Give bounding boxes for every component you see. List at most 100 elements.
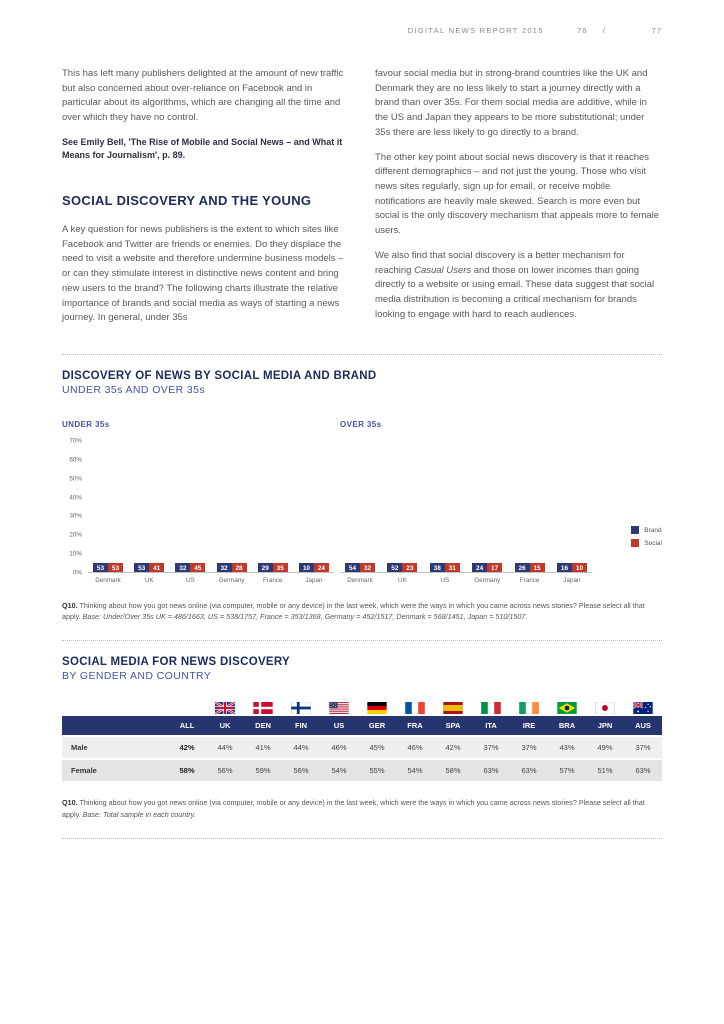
report-title: DIGITAL NEWS REPORT 2015 bbox=[407, 26, 544, 35]
x-axis-label: UK bbox=[144, 577, 154, 585]
us-flag-icon bbox=[320, 698, 358, 716]
bar-brand-denmark: 54 bbox=[345, 563, 360, 573]
bar-value-label: 16 bbox=[560, 565, 569, 573]
chart-body: 54 32 52 23 38 31 24 17 26 15 16 10 Denmark UK US Germ… bbox=[340, 441, 592, 584]
flag-spacer bbox=[62, 698, 168, 716]
column-header-ita: ITA bbox=[485, 721, 497, 731]
chart-body: 0% 10% 20% 30% 40% 50% 60% 70% 53 53 53 41 32 45 32 28… bbox=[62, 438, 334, 584]
value-cell: 46% bbox=[396, 737, 434, 759]
chart-title: OVER 35s bbox=[340, 420, 382, 430]
bar-value-label: 23 bbox=[406, 565, 414, 573]
bar-value-label: 52 bbox=[391, 565, 399, 573]
right-column: favour social media but in strong-brand … bbox=[375, 67, 662, 336]
column-header-spa: SPA bbox=[445, 721, 461, 731]
bar-group-uk: 52 23 bbox=[385, 563, 419, 573]
bar-value-label: 35 bbox=[276, 565, 284, 573]
value-cell: 37% bbox=[510, 737, 548, 759]
y-axis-tick-label: 0% bbox=[72, 569, 82, 577]
table-footnote: Q10. Thinking about how you got news onl… bbox=[62, 797, 662, 819]
value-cell: 54% bbox=[320, 760, 358, 782]
column-header-us: US bbox=[333, 721, 345, 731]
bar-brand-uk: 52 bbox=[387, 563, 403, 573]
bar-brand-japan: 10 bbox=[298, 563, 314, 573]
bar-group-france: 29 35 bbox=[256, 563, 290, 573]
value-cell: 56% bbox=[282, 760, 320, 782]
bar-value-label: 24 bbox=[317, 565, 326, 573]
den-flag-icon bbox=[244, 698, 282, 716]
table-rows: Male 42% 44% 41% 44% 46% 45% 46% 42% 37% 37% 43% 49%… bbox=[62, 737, 662, 782]
page-number-left: 76 bbox=[577, 26, 588, 35]
plot-column: 54 32 52 23 38 31 24 17 26 15 16 10 Denmark UK US Germ… bbox=[340, 441, 592, 584]
bar-social-us: 31 bbox=[444, 563, 460, 573]
bar-group-denmark: 54 32 bbox=[343, 563, 377, 573]
paragraph: This has left many publishers delighted … bbox=[62, 68, 344, 124]
x-axis-label: Japan bbox=[563, 577, 581, 585]
jpn-flag-icon bbox=[586, 698, 624, 716]
italic-term: Casual Users bbox=[414, 264, 472, 276]
bar-value-label: 53 bbox=[138, 565, 146, 573]
plot-column: 53 53 53 41 32 45 32 28 29 35 10 24 Denmark UK US Germ… bbox=[88, 441, 334, 584]
bar-value-label: 31 bbox=[448, 565, 456, 573]
bar-value-label: 38 bbox=[433, 565, 441, 573]
bar-value-label: 32 bbox=[220, 565, 228, 573]
value-cell: 42% bbox=[434, 737, 472, 759]
value-cell: 44% bbox=[206, 737, 244, 759]
value-cell: 55% bbox=[358, 760, 396, 782]
bar-social-us: 45 bbox=[190, 563, 206, 573]
reference-note: See Emily Bell, 'The Rise of Mobile and … bbox=[62, 136, 343, 161]
intro-columns: This has left many publishers delighted … bbox=[62, 67, 662, 336]
bar-value-label: 17 bbox=[491, 565, 499, 573]
column-header-all: ALL bbox=[179, 721, 195, 731]
y-axis-tick-label: 40% bbox=[69, 494, 82, 502]
footnote-text: Thinking about how you got news online (… bbox=[62, 798, 645, 819]
left-column: This has left many publishers delighted … bbox=[62, 67, 349, 336]
bar-group-uk: 53 41 bbox=[132, 563, 166, 573]
bar-social-germany: 28 bbox=[231, 563, 247, 573]
page-header: DIGITAL NEWS REPORT 2015 76 / 77 bbox=[62, 0, 662, 35]
column-header-bra: BRA bbox=[558, 721, 576, 731]
column-header-jpn: JPN bbox=[597, 721, 613, 731]
value-cell: 45% bbox=[358, 737, 396, 759]
bar-value-label: 28 bbox=[235, 565, 243, 573]
value-cell: 46% bbox=[320, 737, 358, 759]
x-axis-label: France bbox=[262, 577, 283, 585]
bar-brand-germany: 24 bbox=[472, 563, 488, 573]
column-header-aus: AUS bbox=[635, 721, 651, 731]
row-label: Female bbox=[62, 760, 168, 782]
bar-social-france: 15 bbox=[529, 563, 545, 573]
legend-swatch-social bbox=[631, 539, 640, 548]
bar-brand-uk: 53 bbox=[134, 563, 150, 573]
bra-flag-icon bbox=[548, 698, 586, 716]
value-cell: 37% bbox=[624, 737, 662, 759]
value-cell: 37% bbox=[472, 737, 510, 759]
table-section-subtitle: BY GENDER AND COUNTRY bbox=[62, 670, 212, 683]
value-cell: 63% bbox=[510, 760, 548, 782]
y-axis-tick-label: 60% bbox=[69, 456, 82, 464]
aus-flag-icon bbox=[624, 698, 662, 716]
column-header-fra: FRA bbox=[407, 721, 423, 731]
chart-legend: Brand Social bbox=[631, 526, 662, 552]
header-spacer bbox=[62, 716, 168, 735]
x-axis-labels: Denmark UK US Germany France Japan bbox=[340, 577, 592, 584]
value-cell: 54% bbox=[396, 760, 434, 782]
flag-empty bbox=[168, 698, 206, 716]
footnote-base: Base: Under/Over 35s UK = 486/1663, US =… bbox=[82, 612, 528, 622]
bar-social-denmark: 53 bbox=[108, 563, 123, 573]
value-cell: 41% bbox=[244, 737, 282, 759]
bar-group-germany: 32 28 bbox=[215, 563, 249, 573]
y-axis-tick-label: 30% bbox=[69, 512, 82, 520]
legend-label: Brand bbox=[644, 526, 662, 534]
y-axis-tick-label: 50% bbox=[69, 475, 82, 483]
x-axis-labels: Denmark UK US Germany France Japan bbox=[88, 577, 334, 584]
bar-value-label: 41 bbox=[153, 565, 161, 573]
value-cell: 42% bbox=[168, 737, 206, 759]
charts-row: UNDER 35s 0% 10% 20% 30% 40% 50% 60% 70% 53 53 53… bbox=[62, 420, 662, 584]
bar-value-label: 26 bbox=[518, 565, 526, 573]
value-cell: 63% bbox=[472, 760, 510, 782]
page-number-right: 77 bbox=[651, 26, 662, 35]
bar-value-label: 54 bbox=[348, 565, 357, 573]
column-header-uk: UK bbox=[219, 721, 231, 731]
y-axis: 0% 10% 20% 30% 40% 50% 60% 70% bbox=[62, 438, 88, 577]
bar-brand-france: 29 bbox=[257, 563, 273, 573]
legend-swatch-brand bbox=[631, 526, 640, 535]
